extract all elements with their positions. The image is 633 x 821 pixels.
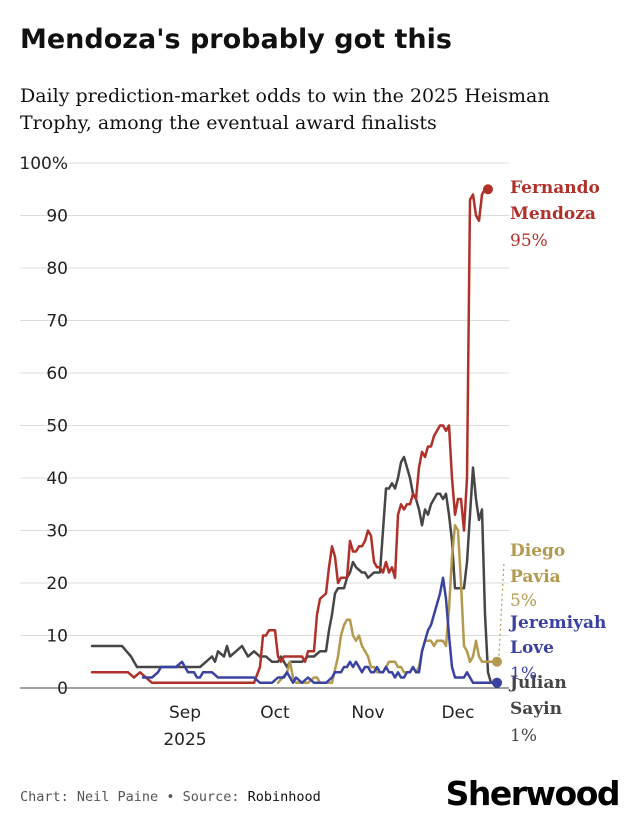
series-label: Pavia: [510, 567, 561, 587]
y-tick-label: 20: [46, 574, 68, 594]
series-end-point: [492, 656, 502, 667]
y-tick-label: 10: [46, 627, 68, 647]
series-line: [276, 524, 499, 685]
x-tick-label: Dec: [442, 703, 475, 723]
line-chart: 0 10 20 30 40 50 60 70 80 90 100% Sep 2025 Oct Nov Dec J…: [19, 154, 606, 750]
x-tick-label: Nov: [351, 703, 384, 723]
series-label: Diego: [510, 541, 565, 561]
y-tick-label: 40: [46, 469, 68, 489]
y-tick-label: 0: [57, 679, 68, 699]
y-tick-label: 60: [46, 364, 68, 384]
chart-footer: Chart: Neil Paine • Source: Robinhood: [20, 789, 321, 805]
series-end-point: [483, 184, 493, 195]
series-line: [90, 455, 499, 685]
label-leader-line: [498, 561, 505, 656]
series-label: Love: [510, 638, 554, 658]
chart-subtitle: Daily prediction-market odds to win the …: [20, 85, 550, 134]
footer-source: Robinhood: [247, 789, 321, 805]
series-end-point: [492, 677, 502, 688]
series-label: Julian: [508, 673, 567, 693]
series-label: Fernando: [510, 178, 600, 198]
series-label: Mendoza: [510, 204, 596, 224]
x-tick-label: Oct: [260, 703, 290, 723]
y-tick-label: 100%: [19, 154, 68, 174]
footer-source-label: Source:: [182, 789, 240, 805]
y-tick-label: 70: [46, 312, 68, 332]
series-label: Sayin: [510, 699, 562, 719]
x-tick-label: Sep: [169, 703, 201, 723]
footer-bullet: •: [166, 789, 175, 805]
y-tick-label: 50: [46, 417, 68, 437]
y-tick-label: 80: [46, 259, 68, 279]
footer-credit: Chart: Neil Paine: [20, 789, 159, 805]
sherwood-logo: Sherwood: [445, 774, 621, 813]
series-final-value: 1%: [510, 664, 537, 684]
series-final-value: 5%: [510, 591, 537, 611]
x-tick-sublabel: 2025: [163, 730, 206, 750]
series-line: [90, 188, 490, 685]
series-line: [141, 576, 499, 685]
y-tick-label: 30: [46, 522, 68, 542]
chart-title: Mendoza's probably got this: [20, 24, 452, 55]
series-final-value: 95%: [510, 231, 548, 251]
y-tick-label: 90: [46, 207, 68, 227]
series-final-value: 1%: [510, 726, 537, 746]
series-label: Jeremiyah: [508, 613, 606, 633]
